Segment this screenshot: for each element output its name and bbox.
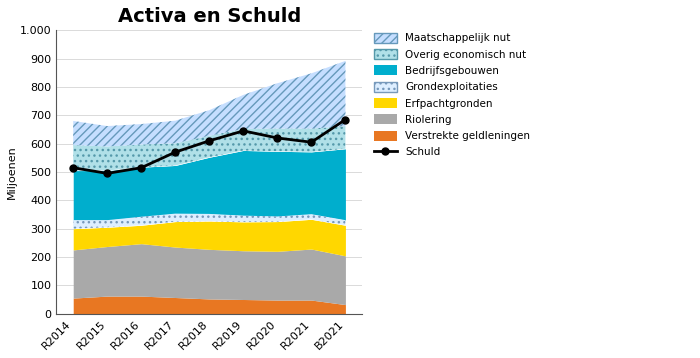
- Legend: Maatschappelijk nut, Overig economisch nut, Bedrijfsgebouwen, Grondexploitaties,: Maatschappelijk nut, Overig economisch n…: [371, 30, 533, 160]
- Y-axis label: Miljoenen: Miljoenen: [7, 145, 17, 199]
- Title: Activa en Schuld: Activa en Schuld: [118, 7, 301, 26]
